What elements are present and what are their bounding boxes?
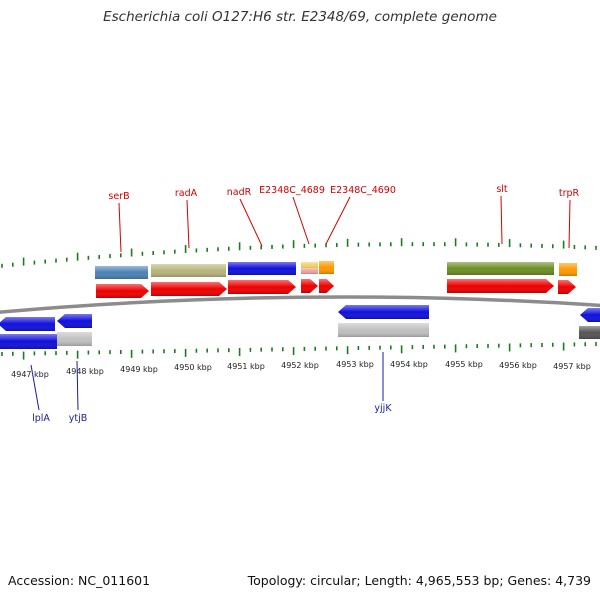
- kbp-label: 4956 kbp: [499, 361, 537, 370]
- kbp-label: 4954 kbp: [390, 360, 428, 369]
- kbp-label: 4947 kbp: [11, 370, 49, 379]
- gene-block-slt[interactable]: [447, 262, 554, 275]
- cds-arrow-lplA-upper[interactable]: [0, 317, 55, 331]
- gene-label-ytjB[interactable]: ytjB: [69, 413, 88, 424]
- gene-block-trpR[interactable]: [559, 263, 577, 276]
- genome-backbone: [0, 295, 600, 314]
- gene-block-nadR[interactable]: [228, 262, 296, 275]
- gene-label-radA[interactable]: radA: [175, 188, 198, 199]
- genome-title: Escherichia coli O127:H6 str. E2348/69, …: [103, 9, 497, 25]
- cds-arrow-serB[interactable]: [96, 284, 149, 298]
- gene-block-E2348C_4689-lower[interactable]: [301, 268, 318, 274]
- gene-label-nadR[interactable]: nadR: [227, 187, 252, 198]
- gene-label-E2348C_4690[interactable]: E2348C_4690: [330, 185, 396, 196]
- genome-summary-text: Topology: circular; Length: 4,965,553 bp…: [247, 573, 591, 588]
- gene-label-yjjK[interactable]: yjjK: [374, 403, 392, 414]
- gene-block-E2348C_4689-upper[interactable]: [301, 262, 318, 269]
- kbp-label: 4951 kbp: [227, 362, 265, 371]
- kbp-axis: 4947 kbp 4948 kbp 4949 kbp 4950 kbp 4951…: [11, 360, 591, 379]
- gene-block-serB[interactable]: [95, 266, 148, 279]
- kbp-label: 4957 kbp: [553, 362, 591, 371]
- kbp-label: 4949 kbp: [120, 365, 158, 374]
- tick-track-top: [1, 238, 597, 268]
- gene-label-trpR[interactable]: trpR: [559, 188, 580, 199]
- gene-block-radA[interactable]: [151, 264, 226, 277]
- accession-text: Accession: NC_011601: [8, 573, 151, 588]
- gene-label-serB[interactable]: serB: [108, 191, 129, 202]
- cds-arrow-E2348C_4689[interactable]: [301, 279, 318, 293]
- gene-label-E2348C_4689[interactable]: E2348C_4689: [259, 185, 325, 196]
- cds-arrow-slt[interactable]: [447, 279, 554, 293]
- gene-labels-bottom: [30, 352, 384, 411]
- cds-arrow-edge[interactable]: [580, 308, 600, 322]
- cds-arrow-radA[interactable]: [151, 282, 227, 296]
- gene-block-lplA[interactable]: [0, 334, 56, 349]
- kbp-label: 4952 kbp: [281, 361, 319, 370]
- tick-track-bottom: [1, 342, 597, 360]
- cds-arrow-trpR[interactable]: [558, 280, 576, 294]
- kbp-label: 4953 kbp: [336, 360, 374, 369]
- kbp-label: 4950 kbp: [174, 363, 212, 372]
- gene-block-edge[interactable]: [579, 326, 600, 339]
- gene-label-lplA[interactable]: lplA: [32, 413, 50, 424]
- cds-arrow-yjjK[interactable]: [338, 305, 429, 319]
- cds-arrow-nadR[interactable]: [228, 280, 296, 294]
- cds-arrow-E2348C_4690[interactable]: [319, 279, 334, 293]
- cds-arrow-ytjB-upper[interactable]: [57, 314, 92, 328]
- gene-labels-top: [118, 195, 571, 253]
- kbp-label: 4955 kbp: [445, 360, 483, 369]
- kbp-label: 4948 kbp: [66, 367, 104, 376]
- gene-block-yjjK[interactable]: [338, 323, 429, 337]
- gene-label-slt[interactable]: slt: [496, 184, 508, 195]
- gene-block-E2348C_4690[interactable]: [319, 261, 334, 274]
- gene-block-ytjB[interactable]: [57, 332, 92, 346]
